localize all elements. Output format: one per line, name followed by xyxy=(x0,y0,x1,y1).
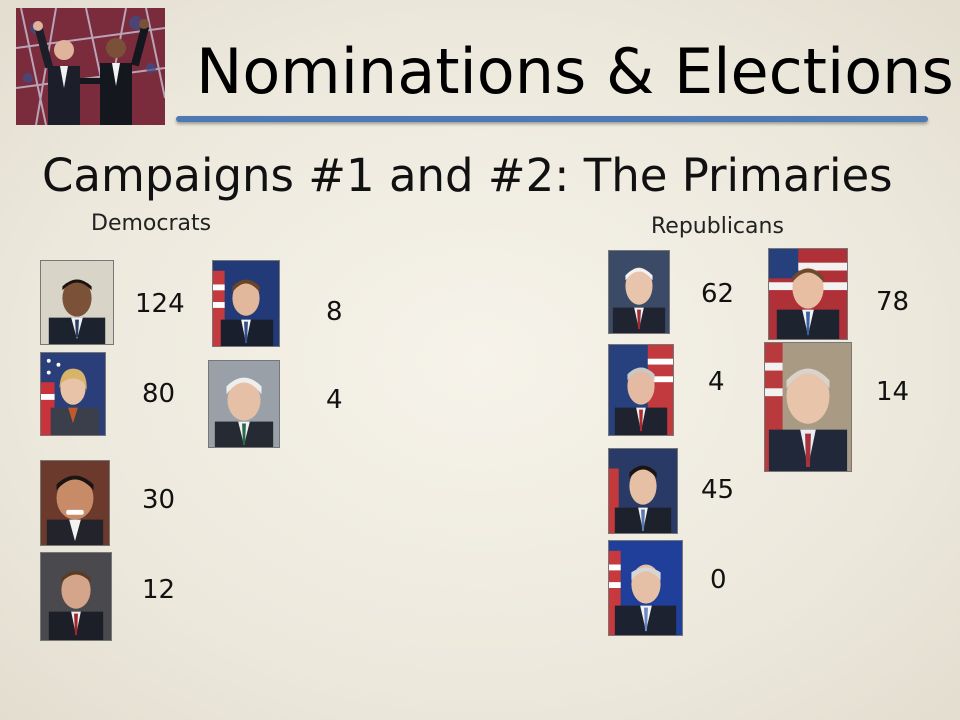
democrat-count: 80 xyxy=(142,379,176,409)
republican-candidate-photo xyxy=(608,540,683,636)
democrat-count: 12 xyxy=(142,575,176,605)
democrat-count: 30 xyxy=(142,485,176,515)
democrat-candidate-photo xyxy=(212,260,280,347)
democrat-candidate-photo xyxy=(40,552,112,641)
republican-candidate-photo xyxy=(764,342,852,472)
republican-candidate-photo xyxy=(608,344,674,436)
democrat-candidate-photo xyxy=(40,260,114,345)
republican-count: 45 xyxy=(701,475,735,505)
slide-title: Nominations & Elections xyxy=(196,35,954,108)
republican-candidate-photo xyxy=(608,250,670,334)
democrat-count: 8 xyxy=(326,297,343,327)
republicans-label: Republicans xyxy=(651,214,784,239)
title-underline xyxy=(176,116,928,122)
hero-photo-celebration xyxy=(16,8,165,125)
republican-count: 14 xyxy=(876,377,910,407)
democrats-label: Democrats xyxy=(91,211,212,236)
republican-count: 78 xyxy=(876,287,910,317)
democrat-candidate-photo xyxy=(40,352,106,436)
democrat-candidate-photo xyxy=(40,460,110,546)
slide-subtitle: Campaigns #1 and #2: The Primaries xyxy=(42,149,893,202)
republican-candidate-photo xyxy=(608,448,678,534)
republican-count: 62 xyxy=(701,279,735,309)
republican-count: 4 xyxy=(708,367,725,397)
democrat-candidate-photo xyxy=(208,360,280,448)
democrat-count: 4 xyxy=(326,385,343,415)
republican-candidate-photo xyxy=(768,248,848,340)
democrat-count: 124 xyxy=(135,289,185,319)
republican-count: 0 xyxy=(710,565,727,595)
